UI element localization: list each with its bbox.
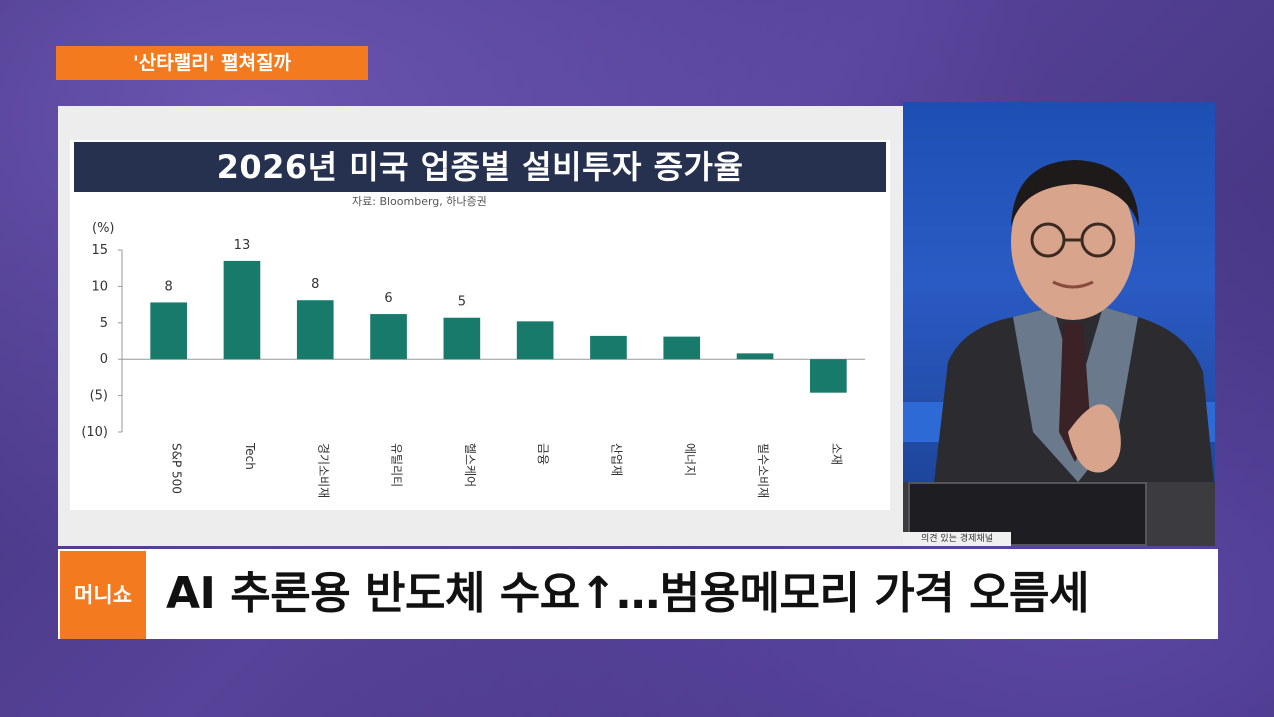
bar-data-label: 8 bbox=[165, 279, 173, 294]
x-category-label: 유틸리티 bbox=[390, 443, 404, 487]
y-tick-label: (10) bbox=[81, 425, 108, 440]
y-tick-label: 5 bbox=[100, 316, 108, 331]
bar bbox=[223, 260, 261, 360]
x-category-label: 경기소비재 bbox=[316, 443, 330, 498]
x-category-label: 헬스케어 bbox=[463, 443, 477, 487]
bar-data-label: 6 bbox=[384, 291, 392, 306]
bar-data-label: 5 bbox=[458, 295, 466, 310]
y-axis-unit-label: (%) bbox=[92, 221, 115, 236]
studio-feed: 의견 있는 경제채널 bbox=[903, 102, 1215, 546]
y-tick-label: 10 bbox=[91, 279, 108, 294]
x-category-label: 필수소비재 bbox=[756, 443, 770, 498]
ticker-headline: AI 추론용 반도체 수요↑…범용메모리 가격 오름세 bbox=[166, 568, 1090, 619]
bar bbox=[590, 335, 627, 360]
x-category-label: Tech bbox=[243, 442, 257, 470]
x-category-label: 금융 bbox=[536, 443, 550, 465]
y-tick-label: 15 bbox=[91, 243, 108, 258]
channel-brand: 머니쇼 bbox=[60, 551, 146, 639]
chart-title: 2026년 미국 업종별 설비투자 증가율 bbox=[74, 142, 886, 192]
bar bbox=[810, 359, 847, 393]
x-category-label: 산업재 bbox=[609, 443, 623, 476]
bar-data-label: 8 bbox=[311, 277, 319, 292]
bar bbox=[663, 336, 701, 360]
bar bbox=[443, 317, 481, 360]
bar bbox=[736, 353, 774, 360]
x-category-label: S&P 500 bbox=[170, 443, 184, 494]
studio-caption: 의견 있는 경제채널 bbox=[903, 532, 1011, 546]
y-tick-label: (5) bbox=[90, 389, 108, 404]
x-category-label: 소재 bbox=[829, 443, 843, 465]
bar bbox=[150, 302, 187, 360]
ticker-bar bbox=[58, 549, 1218, 639]
y-tick-label: 0 bbox=[100, 352, 108, 367]
bar bbox=[296, 300, 334, 360]
bar bbox=[370, 314, 407, 360]
bar-chart: (%) 15 10 5 0 (5) (10) 8 S&P 500 13 Tech 8 경기소비재 6 유틸리… bbox=[81, 221, 865, 498]
bar-data-label: 13 bbox=[234, 238, 251, 253]
bar bbox=[516, 321, 554, 360]
top-topic-tag: '산타랠리' 펼쳐질까 bbox=[56, 46, 368, 80]
presenter-image bbox=[933, 160, 1215, 492]
chart-source: 자료: Bloomberg, 하나증권 bbox=[352, 195, 487, 208]
x-category-label: 에너지 bbox=[683, 443, 697, 476]
